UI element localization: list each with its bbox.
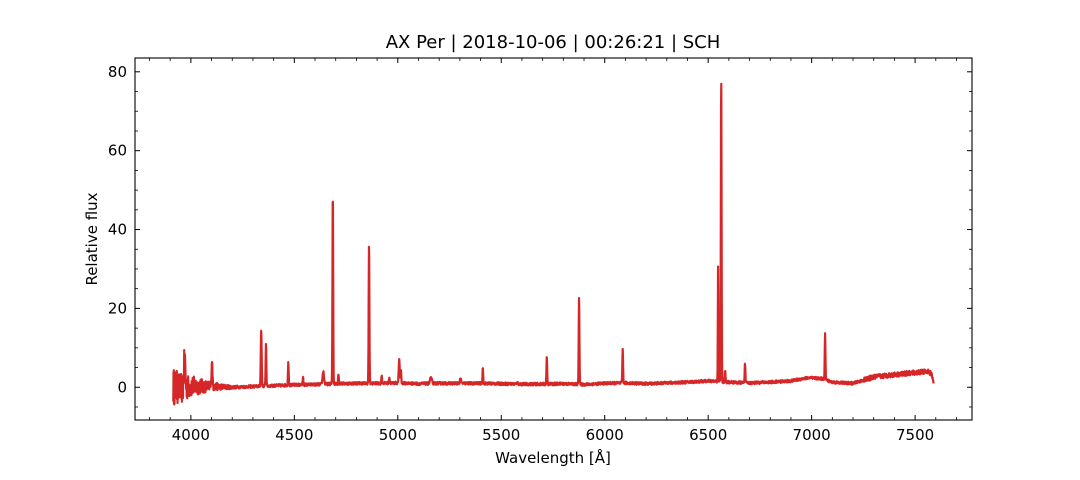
x-tick-label: 5000 xyxy=(379,426,417,444)
chart-title: AX Per | 2018-10-06 | 00:26:21 | SCH xyxy=(386,32,721,53)
x-axis-label: Wavelength [Å] xyxy=(495,448,611,467)
y-tick-label: 20 xyxy=(108,299,127,317)
y-tick-label: 80 xyxy=(108,63,127,81)
x-tick-label: 5500 xyxy=(482,426,520,444)
x-tick-label: 4500 xyxy=(275,426,313,444)
y-axis: 0 20 40 60 80 xyxy=(108,63,972,408)
plot-frame xyxy=(134,57,973,421)
x-tick-label: 6500 xyxy=(689,426,727,444)
y-tick-label: 0 xyxy=(117,378,127,396)
x-axis: 4000 4500 5000 5500 6000 6500 7000 7500 xyxy=(149,58,957,444)
x-tick-label: 7000 xyxy=(793,426,831,444)
y-tick-label: 60 xyxy=(108,142,127,160)
y-axis-label: Relative flux xyxy=(83,192,101,285)
plot-area xyxy=(172,82,935,406)
y-tick-label: 40 xyxy=(108,221,127,239)
x-tick-label: 6000 xyxy=(586,426,624,444)
x-tick-label: 4000 xyxy=(172,426,210,444)
spectrum-line xyxy=(172,82,935,406)
x-tick-label: 7500 xyxy=(896,426,934,444)
